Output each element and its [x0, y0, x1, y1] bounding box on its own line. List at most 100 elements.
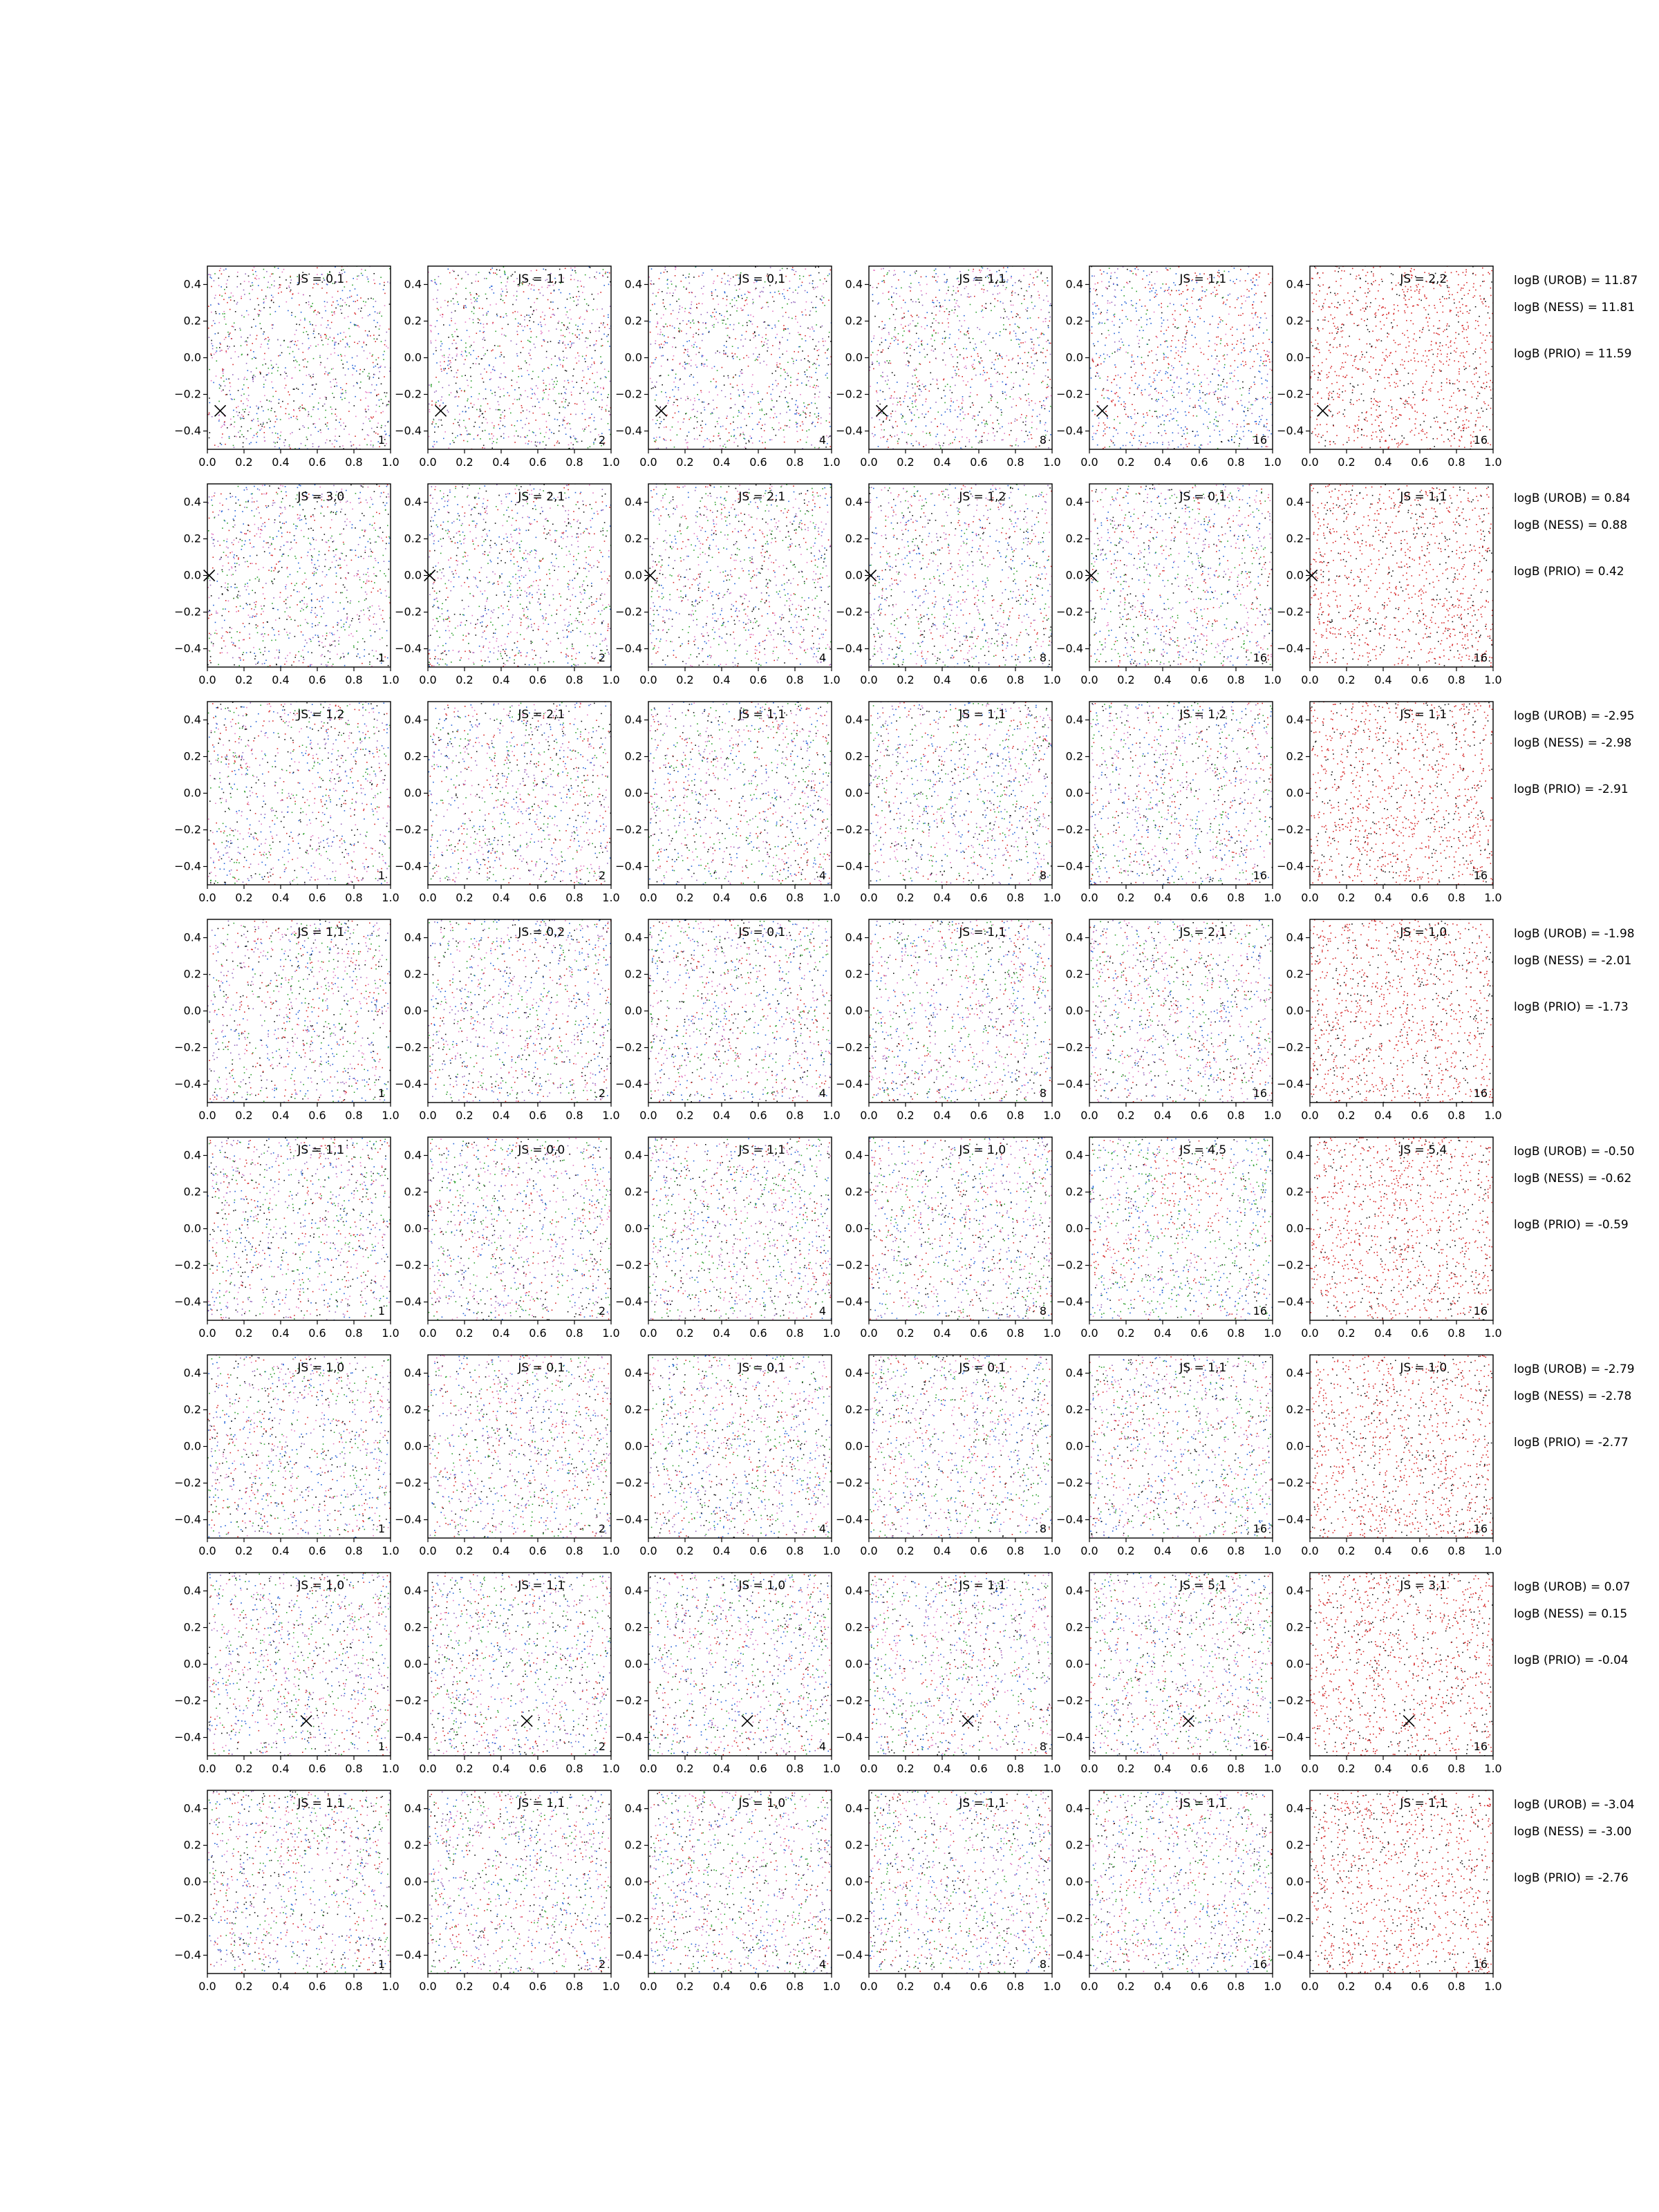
scatter-point [1041, 405, 1042, 406]
scatter-point [332, 340, 333, 341]
scatter-point [211, 416, 213, 418]
scatter-point [1016, 452, 1018, 453]
scatter-point [600, 387, 601, 388]
scatter-point [776, 366, 778, 368]
scatter-point [1100, 363, 1102, 365]
scatter-point [791, 451, 792, 453]
scatter-point [314, 337, 316, 339]
scatter-point [516, 295, 518, 297]
scatter-point [529, 320, 530, 321]
scatter-point [312, 406, 315, 408]
scatter-point [451, 312, 453, 313]
scatter-point [669, 292, 671, 294]
scatter-point [373, 338, 375, 340]
scatter-point [952, 431, 954, 433]
scatter-point [944, 311, 946, 312]
scatter-point [474, 301, 476, 302]
scatter-point [1092, 409, 1094, 411]
scatter-point [1016, 313, 1018, 315]
scatter-point [321, 288, 323, 289]
scatter-point [704, 406, 705, 409]
scatter-point [954, 299, 955, 301]
scatter-point [491, 285, 493, 287]
scatter-point [815, 307, 817, 308]
scatter-point [603, 315, 605, 317]
scatter-point [968, 395, 970, 397]
scatter-point [268, 348, 270, 349]
scatter-point [556, 384, 557, 385]
scatter-point [1203, 423, 1204, 425]
scatter-point [373, 377, 374, 378]
scatter-point [529, 317, 531, 318]
scatter-point [1162, 414, 1163, 416]
scatter-point [476, 409, 478, 411]
scatter-point [579, 393, 581, 394]
scatter-point [429, 409, 431, 411]
scatter-point [762, 424, 763, 426]
scatter-point [702, 333, 704, 335]
scatter-point [289, 290, 291, 292]
scatter-point [711, 411, 713, 413]
scatter-point [529, 283, 530, 285]
scatter-point [325, 337, 327, 339]
scatter-point [521, 283, 523, 285]
scatter-point [1251, 413, 1253, 414]
scatter-point [382, 354, 384, 355]
scatter-point [749, 339, 751, 341]
scatter-point [456, 353, 458, 355]
scatter-point [389, 371, 391, 372]
scatter-point [702, 303, 703, 305]
scatter-point [350, 441, 352, 442]
scatter-point [499, 409, 501, 411]
scatter-point [492, 349, 494, 351]
scatter-point [334, 313, 335, 315]
scatter-point [1042, 299, 1044, 301]
scatter-point [724, 292, 726, 294]
scatter-point [715, 426, 716, 428]
scatter-point [720, 445, 721, 447]
scatter-point [384, 281, 385, 283]
scatter-point [451, 357, 453, 359]
scatter-point [686, 435, 688, 437]
scatter-point [337, 263, 339, 264]
scatter-point [516, 355, 518, 357]
scatter-point [718, 433, 720, 434]
scatter-point [877, 283, 879, 285]
scatter-point [321, 274, 323, 275]
scatter-point [274, 432, 276, 434]
scatter-point [1017, 326, 1019, 328]
scatter-point [603, 285, 605, 286]
scatter-point [465, 321, 467, 323]
scatter-point [1000, 301, 1002, 303]
scatter-point [1253, 284, 1255, 285]
scatter-point [279, 306, 280, 308]
scatter-point [451, 433, 453, 434]
scatter-point [796, 265, 798, 266]
scatter-point [432, 445, 434, 447]
scatter-point [1237, 424, 1238, 425]
scatter-point [1039, 337, 1040, 338]
scatter-point [776, 362, 778, 364]
scatter-point [440, 315, 441, 316]
scatter-point [594, 276, 595, 278]
scatter-point [314, 423, 315, 424]
scatter-point [765, 453, 767, 454]
scatter-point [950, 386, 951, 388]
scatter-point [1227, 344, 1228, 346]
scatter-point [1023, 295, 1025, 297]
scatter-point [466, 430, 468, 432]
scatter-point [210, 379, 212, 382]
scatter-point [1236, 344, 1237, 345]
scatter-point [356, 382, 358, 384]
scatter-point [435, 390, 437, 392]
scatter-point [679, 362, 681, 364]
scatter-point [1098, 323, 1100, 325]
scatter-point [796, 426, 798, 428]
scatter-point [267, 374, 268, 375]
scatter-point [953, 401, 954, 403]
scatter-point [236, 406, 237, 409]
scatter-point [1044, 321, 1047, 322]
scatter-point [913, 349, 915, 350]
scatter-point [895, 338, 897, 340]
scatter-point [346, 383, 348, 384]
